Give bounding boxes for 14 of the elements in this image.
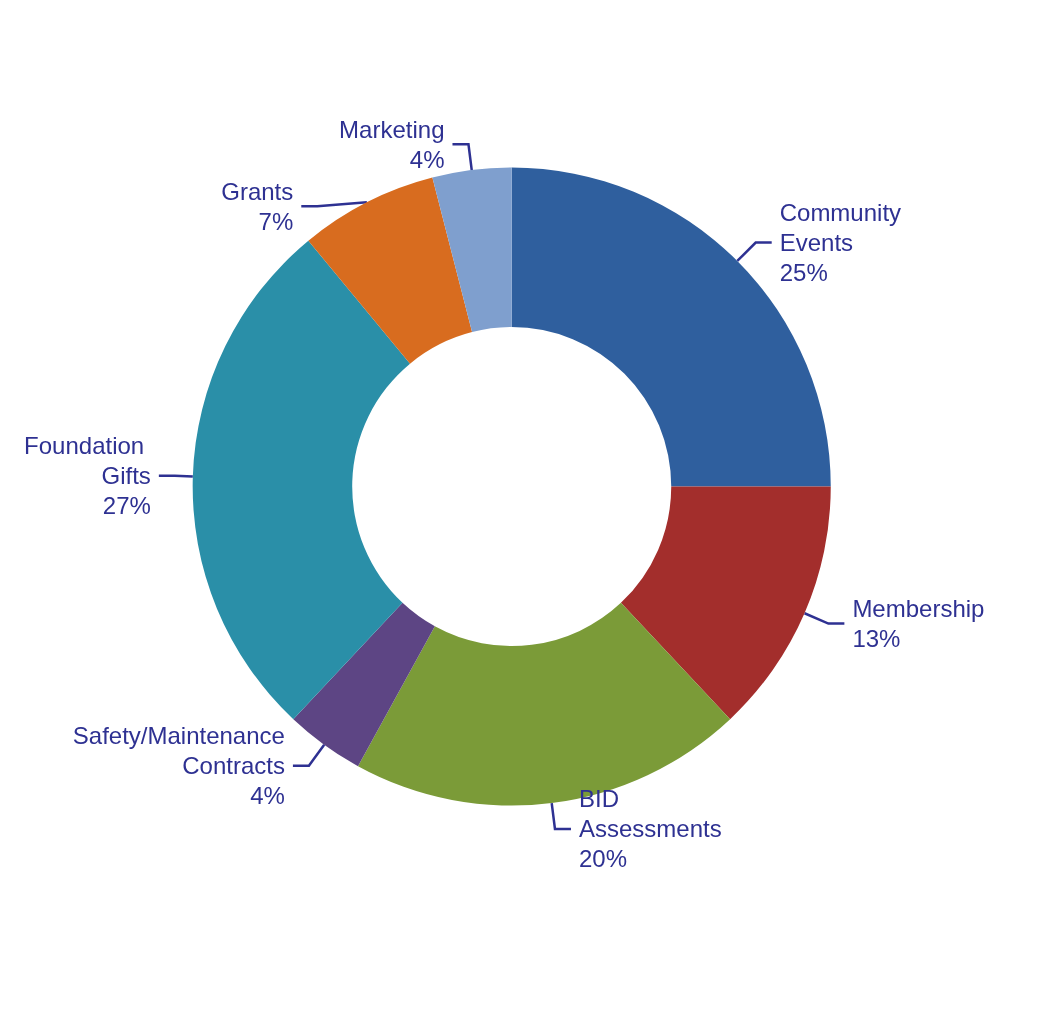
data-label: 7% <box>258 207 294 235</box>
slice-label: Safety/Maintenance Contracts <box>72 722 285 780</box>
data-label: 20% <box>578 845 628 873</box>
slice-label: Foundation Gifts <box>24 432 151 490</box>
data-label: 4% <box>250 782 285 810</box>
slice-label: Marketing <box>339 115 445 143</box>
slice-label: Grants <box>221 177 294 205</box>
data-label: 4% <box>409 145 445 173</box>
slice-label: Membership <box>852 595 985 623</box>
data-label: 27% <box>102 492 151 520</box>
data-label: 13% <box>852 625 901 653</box>
data-label: 25% <box>779 259 828 287</box>
slice-label: BID Assessments <box>578 785 722 843</box>
slice-label: Community Events <box>779 199 908 257</box>
